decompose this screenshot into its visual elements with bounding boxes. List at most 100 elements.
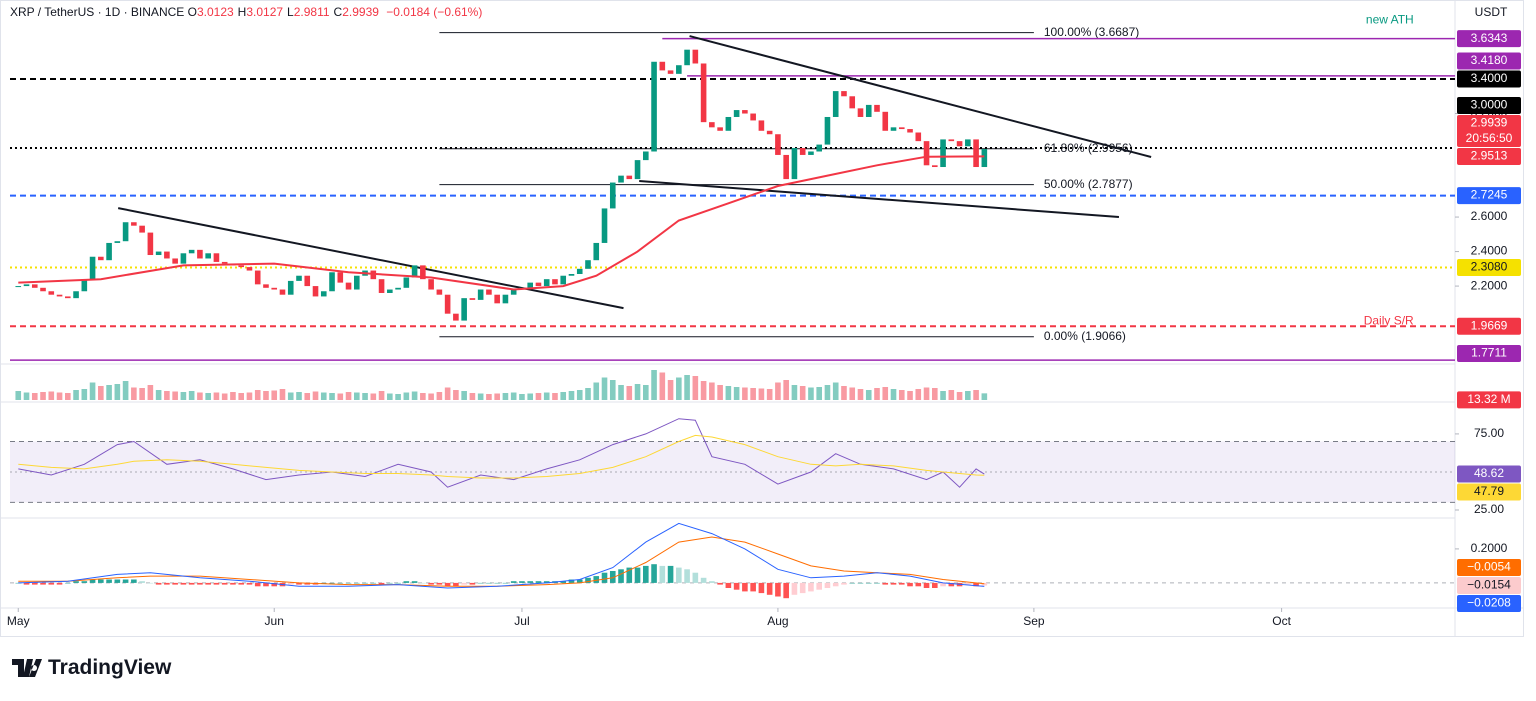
trendline [117,207,624,310]
macd-histogram-bar [816,582,822,590]
candle [494,294,500,304]
macd-histogram-bar [221,582,228,585]
volume-bar [370,393,377,400]
macd-histogram-bar [81,581,88,583]
macd-label: −0.0054 [1467,560,1511,574]
ohlc-key: H [237,5,247,19]
candle [23,284,30,287]
volume-bar [254,390,261,400]
macd-histogram-bar [915,582,922,587]
macd-histogram-bar [65,582,71,584]
macd-histogram-bar [709,581,715,583]
candle [271,287,278,290]
macd-histogram-bar [304,582,311,585]
volume-bar [824,385,831,400]
macd-histogram-bar [420,582,426,584]
volume-bar [180,392,187,400]
volume-bar [486,394,492,400]
rsi-label: 48.62 [1474,466,1504,480]
macd-histogram-bar [576,579,583,583]
macd-histogram-bar [593,576,600,583]
volume-bar [791,385,798,400]
macd-histogram-bar [477,582,484,584]
volume-bar [271,390,278,400]
candle [973,139,979,168]
candle [742,110,748,114]
annotation: new ATH [1366,13,1414,27]
macd-histogram-bar [527,581,533,583]
price-level-label-bg [1457,30,1521,48]
candle [395,287,401,290]
candle [676,65,682,74]
price-level-label-bg [1457,345,1521,362]
macd-histogram-bar [40,582,46,585]
trendline [639,179,1120,219]
volume-bar [89,382,96,400]
candle [73,291,79,299]
volume-bar [48,391,55,400]
macd-histogram-bar [164,582,170,585]
volume-bar [618,385,624,400]
candle [684,49,690,66]
volume-bar [155,390,162,400]
price-level-label-bg [1457,147,1521,165]
macd-histogram-bar [205,582,211,585]
volume-bar [667,380,674,400]
macd-label-bg [1457,595,1521,612]
volume-bar [246,392,253,400]
candle [188,249,195,254]
macd-histogram-bar [172,582,178,585]
candle [502,294,509,304]
macd-histogram-bar [618,569,624,583]
candle [279,289,286,295]
volume-bar [354,392,360,400]
candle [808,151,814,155]
volume-bar [477,393,484,400]
macd-histogram-bar [626,567,633,583]
rsi-label: 47.79 [1474,484,1504,498]
candle [304,275,311,287]
ohlc-value: 2.9811 [293,5,330,19]
volume-bar [568,391,575,400]
macd-histogram-bar [791,582,798,595]
volume-bar [717,385,723,400]
volume-bar [312,391,319,400]
volume-bar [956,392,963,400]
volume-bar [857,389,864,400]
macd-histogram-bar [758,582,765,594]
candle [31,284,38,288]
price-level-label: 3.6343 [1471,31,1508,45]
candle [576,268,583,274]
volume-bar [188,391,195,400]
candle [164,251,170,259]
candle [667,70,674,74]
volume-bar [626,386,633,400]
macd-histogram-bar [725,582,732,588]
volume-bar [131,387,137,400]
volume-bar [865,390,872,400]
macd-histogram-bar [486,582,492,584]
volume-bar [535,393,542,400]
macd-histogram-bar [808,582,814,592]
macd-histogram-bar [180,582,187,585]
candle [420,265,426,280]
volume-bar [444,387,451,400]
candle [890,127,897,131]
volume-bar [56,392,63,400]
volume-bar [742,387,748,400]
candle [263,284,269,288]
volume-label: 13.32 M [1467,392,1510,406]
volume-bar [593,382,600,400]
candle [552,279,558,285]
candle [147,232,154,256]
candle [411,265,418,278]
volume-bar [766,389,773,400]
candle [965,139,971,147]
macd-histogram-bar [684,569,690,583]
candle [775,134,781,155]
y-tick-label: 2.6000 [1471,209,1508,223]
candle [841,91,847,97]
moving-average [18,155,985,291]
macd-histogram-bar [775,582,781,597]
macd-histogram-bar [387,582,393,584]
